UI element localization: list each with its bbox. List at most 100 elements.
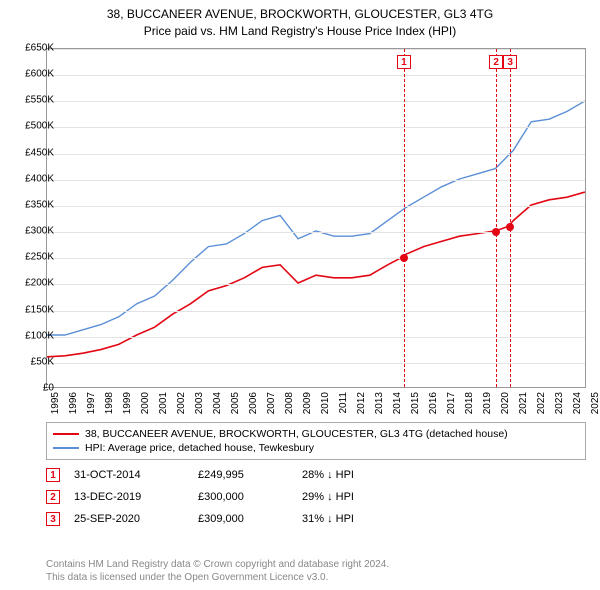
x-axis-label: 2007: [266, 392, 277, 422]
gridline: [47, 337, 585, 338]
footer-line-1: Contains HM Land Registry data © Crown c…: [46, 558, 586, 571]
x-axis-label: 2009: [302, 392, 313, 422]
legend-swatch-hpi: [53, 447, 79, 449]
x-axis-label: 2025: [590, 392, 600, 422]
marker-line: [510, 49, 511, 387]
gridline: [47, 127, 585, 128]
reference-row: 2 13-DEC-2019 £300,000 29% ↓ HPI: [46, 486, 586, 508]
y-axis-label: £100K: [10, 330, 54, 341]
gridline: [47, 258, 585, 259]
reference-marker-box: 1: [46, 468, 60, 482]
legend-label-hpi: HPI: Average price, detached house, Tewk…: [85, 442, 314, 454]
x-axis-label: 2003: [194, 392, 205, 422]
y-axis-label: £150K: [10, 304, 54, 315]
y-axis-label: £50K: [10, 356, 54, 367]
legend: 38, BUCCANEER AVENUE, BROCKWORTH, GLOUCE…: [46, 422, 586, 460]
x-axis-label: 2019: [482, 392, 493, 422]
reference-price: £300,000: [198, 491, 288, 503]
x-axis-label: 2006: [248, 392, 259, 422]
footer-line-2: This data is licensed under the Open Gov…: [46, 571, 586, 584]
y-axis-label: £450K: [10, 147, 54, 158]
x-axis-label: 1999: [122, 392, 133, 422]
y-axis-label: £400K: [10, 173, 54, 184]
gridline: [47, 49, 585, 50]
x-axis-label: 2023: [554, 392, 565, 422]
y-axis-label: £250K: [10, 252, 54, 263]
reference-delta: 31% ↓ HPI: [302, 513, 422, 525]
x-axis-label: 1996: [68, 392, 79, 422]
x-axis-label: 2002: [176, 392, 187, 422]
x-axis-label: 2024: [572, 392, 583, 422]
y-axis-label: £500K: [10, 121, 54, 132]
marker-dot: [492, 228, 500, 236]
x-axis-label: 2017: [446, 392, 457, 422]
marker-line: [404, 49, 405, 387]
legend-label-property: 38, BUCCANEER AVENUE, BROCKWORTH, GLOUCE…: [85, 428, 508, 440]
x-axis-label: 2014: [392, 392, 403, 422]
gridline: [47, 206, 585, 207]
reference-marker-box: 2: [46, 490, 60, 504]
reference-date: 31-OCT-2014: [74, 469, 184, 481]
marker-dot: [506, 223, 514, 231]
reference-price: £309,000: [198, 513, 288, 525]
gridline: [47, 75, 585, 76]
y-axis-label: £0: [10, 383, 54, 394]
y-axis-label: £200K: [10, 278, 54, 289]
y-axis-label: £300K: [10, 226, 54, 237]
x-axis-label: 2021: [518, 392, 529, 422]
series-property-line: [47, 192, 585, 357]
y-axis-label: £650K: [10, 43, 54, 54]
gridline: [47, 154, 585, 155]
reference-date: 13-DEC-2019: [74, 491, 184, 503]
reference-marker-box: 3: [46, 512, 60, 526]
gridline: [47, 363, 585, 364]
marker-box: 2: [489, 55, 503, 69]
y-axis-label: £350K: [10, 199, 54, 210]
chart-plot-area: 1 23: [46, 48, 586, 388]
title-block: 38, BUCCANEER AVENUE, BROCKWORTH, GLOUCE…: [0, 0, 600, 42]
reference-date: 25-SEP-2020: [74, 513, 184, 525]
x-axis-label: 2015: [410, 392, 421, 422]
reference-row: 3 25-SEP-2020 £309,000 31% ↓ HPI: [46, 508, 586, 530]
footer: Contains HM Land Registry data © Crown c…: [46, 558, 586, 584]
x-axis-label: 2005: [230, 392, 241, 422]
reference-delta: 28% ↓ HPI: [302, 469, 422, 481]
y-axis-label: £550K: [10, 95, 54, 106]
legend-row-hpi: HPI: Average price, detached house, Tewk…: [53, 441, 579, 455]
marker-line: [496, 49, 497, 387]
x-axis-label: 2018: [464, 392, 475, 422]
x-axis-label: 2012: [356, 392, 367, 422]
reference-price: £249,995: [198, 469, 288, 481]
reference-row: 1 31-OCT-2014 £249,995 28% ↓ HPI: [46, 464, 586, 486]
reference-table: 1 31-OCT-2014 £249,995 28% ↓ HPI 2 13-DE…: [46, 464, 586, 530]
legend-row-property: 38, BUCCANEER AVENUE, BROCKWORTH, GLOUCE…: [53, 427, 579, 441]
reference-delta: 29% ↓ HPI: [302, 491, 422, 503]
x-axis-label: 2001: [158, 392, 169, 422]
x-axis-label: 2010: [320, 392, 331, 422]
title-line-2: Price paid vs. HM Land Registry's House …: [10, 23, 590, 40]
x-axis-label: 2022: [536, 392, 547, 422]
chart-container: 38, BUCCANEER AVENUE, BROCKWORTH, GLOUCE…: [0, 0, 600, 590]
x-axis-label: 2000: [140, 392, 151, 422]
gridline: [47, 311, 585, 312]
x-axis-label: 2011: [338, 392, 349, 422]
title-line-1: 38, BUCCANEER AVENUE, BROCKWORTH, GLOUCE…: [10, 6, 590, 23]
x-axis-label: 1995: [50, 392, 61, 422]
marker-box: 1: [397, 55, 411, 69]
gridline: [47, 284, 585, 285]
x-axis-label: 2020: [500, 392, 511, 422]
gridline: [47, 232, 585, 233]
x-axis-label: 2013: [374, 392, 385, 422]
x-axis-label: 1997: [86, 392, 97, 422]
series-hpi-line: [47, 101, 585, 335]
gridline: [47, 180, 585, 181]
y-axis-label: £600K: [10, 69, 54, 80]
marker-box: 3: [503, 55, 517, 69]
x-axis-label: 2016: [428, 392, 439, 422]
legend-swatch-property: [53, 433, 79, 435]
gridline: [47, 101, 585, 102]
x-axis-label: 2008: [284, 392, 295, 422]
x-axis-label: 2004: [212, 392, 223, 422]
x-axis-label: 1998: [104, 392, 115, 422]
marker-dot: [400, 254, 408, 262]
